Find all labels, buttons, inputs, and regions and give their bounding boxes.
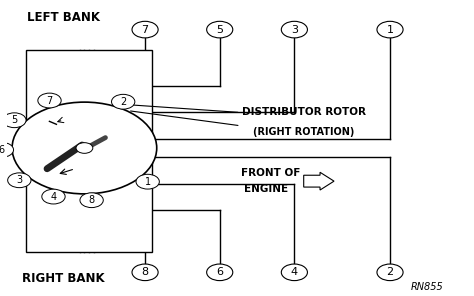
Circle shape [0, 142, 14, 157]
Circle shape [136, 174, 159, 189]
Circle shape [132, 264, 158, 281]
Circle shape [8, 173, 31, 188]
Circle shape [281, 21, 308, 38]
Text: 4: 4 [291, 267, 298, 277]
Circle shape [377, 264, 403, 281]
Circle shape [80, 193, 103, 207]
Text: 8: 8 [89, 195, 95, 205]
Text: 6: 6 [0, 145, 5, 155]
Text: 2: 2 [386, 267, 393, 277]
Text: ENGINE: ENGINE [244, 184, 289, 194]
Text: FRONT OF: FRONT OF [241, 168, 301, 178]
Bar [26, 50, 152, 252]
Text: 2: 2 [120, 97, 126, 107]
Text: 6: 6 [216, 267, 223, 277]
Circle shape [207, 21, 233, 38]
Text: (RIGHT ROTATION): (RIGHT ROTATION) [253, 127, 355, 137]
Circle shape [3, 113, 26, 128]
Text: 3: 3 [16, 175, 22, 185]
Text: 5: 5 [216, 25, 223, 35]
Text: LEFT BANK: LEFT BANK [27, 11, 100, 24]
Bar [19, 130, 26, 166]
Circle shape [207, 264, 233, 281]
Text: 1: 1 [386, 25, 393, 35]
Text: 7: 7 [142, 25, 149, 35]
Circle shape [111, 94, 135, 109]
Text: 8: 8 [142, 267, 149, 277]
Text: 5: 5 [11, 115, 18, 125]
Circle shape [42, 189, 65, 204]
Circle shape [132, 21, 158, 38]
Text: RIGHT BANK: RIGHT BANK [22, 272, 105, 285]
Circle shape [377, 21, 403, 38]
Text: 1: 1 [145, 177, 151, 187]
Circle shape [76, 143, 93, 153]
Text: RN855: RN855 [411, 282, 444, 292]
Text: DISTRIBUTOR ROTOR: DISTRIBUTOR ROTOR [242, 107, 366, 118]
Circle shape [12, 102, 157, 194]
Circle shape [281, 264, 308, 281]
Circle shape [38, 93, 61, 108]
Text: 3: 3 [291, 25, 298, 35]
FancyArrow shape [304, 172, 334, 190]
Text: 4: 4 [50, 192, 56, 202]
Text: 7: 7 [46, 96, 53, 105]
